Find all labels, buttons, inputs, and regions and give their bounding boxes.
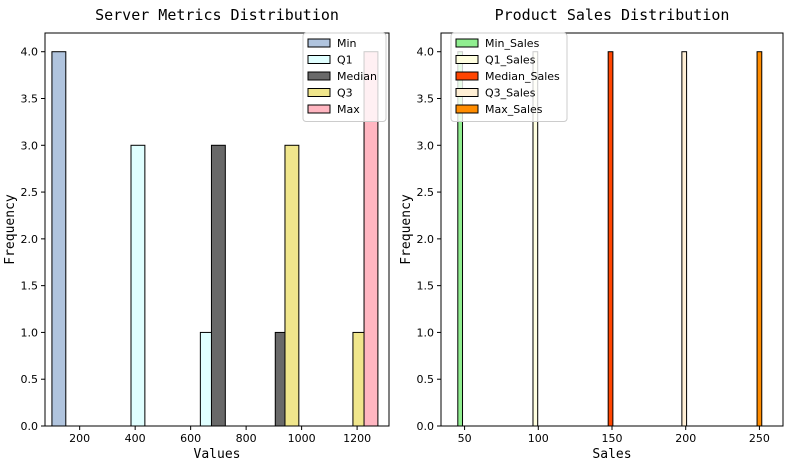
legend-label: Q1_Sales: [485, 54, 536, 67]
server-metrics-chart: 200 400 600 800 1000 1200 0.0 0.5 1.0 1.5 2.0 2.5 3.…: [3, 6, 390, 462]
chart-title: Product Sales Distribution: [495, 6, 730, 24]
x-tick-label: 1200: [343, 432, 371, 445]
legend-label: Median: [337, 70, 377, 83]
x-tick-label: 1000: [288, 432, 316, 445]
legend-swatch: [307, 71, 331, 81]
x-tick-label: 200: [69, 432, 90, 445]
x-tick-label: 100: [528, 432, 549, 445]
y-tick-label: 4.0: [417, 46, 435, 59]
chart-title: Server Metrics Distribution: [95, 6, 339, 24]
y-axis-label: Frequency: [399, 194, 414, 265]
y-tick-label: 3.5: [21, 93, 39, 106]
legend-swatch: [455, 38, 479, 48]
y-tick-label: 4.0: [21, 46, 39, 59]
y-tick-label: 1.0: [417, 326, 435, 339]
legend-swatch: [307, 88, 331, 97]
x-tick-label: 150: [602, 432, 623, 445]
bar-q3-0: [284, 144, 300, 427]
y-tick-label: 2.0: [21, 233, 39, 246]
legend-swatch: [307, 38, 331, 48]
x-tick-label: 250: [749, 432, 770, 445]
y-tick-label: 3.0: [21, 139, 39, 152]
legend-label: Max: [337, 103, 360, 116]
y-tick-label: 2.0: [417, 233, 435, 246]
bar-min-0: [51, 51, 67, 427]
legend-label: Min_Sales: [485, 37, 540, 50]
legend-swatch: [455, 71, 479, 81]
legend-label: Q3_Sales: [485, 87, 536, 100]
x-tick-label: 800: [236, 432, 257, 445]
x-tick-label: 200: [675, 432, 696, 445]
axes-frame: [44, 32, 390, 427]
legend-swatch: [455, 104, 479, 114]
x-axis-label: Sales: [592, 447, 631, 462]
legend-label: Max_Sales: [485, 103, 543, 116]
legend-swatch: [307, 55, 331, 64]
y-tick-label: 1.5: [21, 280, 39, 293]
y-tick-label: 3.0: [417, 139, 435, 152]
x-tick-label: 400: [125, 432, 146, 445]
legend-box: [450, 32, 568, 122]
y-tick-label: 0.5: [417, 373, 435, 386]
bar-max-sales-0: [756, 51, 763, 427]
legend-label: Q3: [337, 87, 353, 100]
x-tick-label: 600: [180, 432, 201, 445]
legend-swatch: [307, 104, 331, 114]
y-tick-label: 3.5: [417, 93, 435, 106]
legend: Min Q1 Median Q3 Max: [302, 32, 387, 122]
bar-q1-0: [130, 144, 146, 427]
x-tick-label: 50: [458, 432, 472, 445]
legend: Min_Sales Q1_Sales Median_Sales Q3_Sales Max…: [450, 32, 568, 122]
legend-label: Min: [337, 37, 357, 50]
bar-median-0: [210, 144, 226, 427]
y-axis-label: Frequency: [3, 194, 18, 265]
bar-q3-sales-0: [681, 51, 688, 427]
y-tick-label: 1.5: [417, 280, 435, 293]
product-sales-chart: 50 100 150 200 250 0.0 0.5 1.0 1.5 2.0 2.5 3.0 3.5 4.…: [399, 6, 784, 462]
y-tick-label: 0.0: [21, 420, 39, 433]
legend-swatch: [455, 55, 479, 64]
x-axis-label: Values: [194, 447, 241, 462]
y-tick-label: 1.0: [21, 326, 39, 339]
legend-swatch: [455, 88, 479, 97]
y-tick-label: 0.5: [21, 373, 39, 386]
legend-label: Q1: [337, 54, 353, 67]
y-tick-label: 0.0: [417, 420, 435, 433]
y-tick-label: 2.5: [21, 186, 39, 199]
y-tick-label: 2.5: [417, 186, 435, 199]
legend-label: Median_Sales: [485, 70, 560, 83]
bar-median-sales-0: [607, 51, 614, 427]
